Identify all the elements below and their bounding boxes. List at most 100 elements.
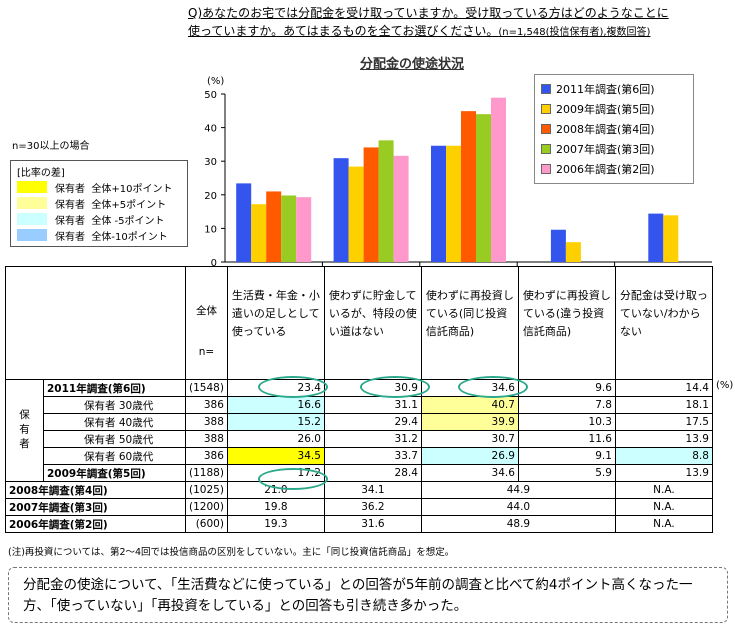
y-tick-label: 20 — [204, 191, 217, 202]
cell: 16.6 — [226, 396, 325, 414]
cell: 14.4 — [614, 379, 713, 397]
bar — [648, 213, 664, 262]
data-table: 全体 n= 生活費・年金・小遣いの足しとして使っている 使わずに貯金しているが、特… — [5, 266, 713, 533]
bar — [393, 155, 409, 262]
row-label: 2009年調査(第5回) — [43, 464, 186, 482]
bar — [378, 140, 394, 262]
diff-swatch-plus5 — [17, 197, 47, 209]
bar — [565, 242, 581, 262]
bar — [266, 191, 282, 262]
cell: 7.8 — [517, 396, 616, 414]
row-n: 388 — [185, 430, 228, 448]
legend-swatch-2006 — [541, 164, 551, 174]
col-header: 使わずに再投資している(同じ投資信託商品) — [420, 266, 519, 380]
diff-desc: 全体 -5ポイント — [91, 215, 165, 227]
diff-label: 保有者 — [55, 215, 85, 227]
diff-desc: 全体+5ポイント — [91, 199, 167, 211]
header-total-label: 全体 — [195, 305, 217, 317]
diff-legend-title: [比率の差] — [17, 168, 65, 179]
diff-legend: [比率の差] 保有者 全体+10ポイント 保有者 全体+5ポイント 保有者 全体… — [10, 160, 188, 247]
legend-item-2008: 2008年調査(第4回) — [541, 119, 687, 139]
highlight-ellipse — [258, 376, 328, 398]
cell: 31.2 — [323, 430, 422, 448]
diff-note: n=30以上の場合 — [12, 141, 90, 152]
y-axis-label: (%) — [207, 76, 224, 87]
cell: 9.6 — [517, 379, 616, 397]
diff-item: 保有者 全体-10ポイント — [17, 227, 181, 243]
legend-swatch-2011 — [541, 84, 551, 94]
legend-swatch-2008 — [541, 124, 551, 134]
highlight-ellipse — [360, 376, 430, 398]
legend-item-2006: 2006年調査(第2回) — [541, 159, 687, 179]
table-corner — [5, 266, 186, 380]
cell: 31.1 — [323, 396, 422, 414]
bar — [663, 215, 679, 262]
cell: N.A. — [614, 481, 713, 499]
table-row: 保有者 40歳代 388 15.2 29.4 39.9 10.3 17.5 — [6, 413, 713, 431]
col-header: 分配金は受け取っていない/わからない — [614, 266, 713, 380]
cell: 26.9 — [420, 447, 519, 465]
cell: 34.5 — [226, 447, 325, 465]
cell: 39.9 — [420, 413, 519, 431]
bar — [348, 166, 364, 262]
legend-label-2011: 2011年調査(第6回) — [556, 83, 655, 96]
diff-label: 保有者 — [55, 199, 85, 211]
table-row: 2007年調査(第3回) (1200) 19.8 36.2 44.0 N.A. — [5, 498, 713, 516]
cell: 36.2 — [323, 498, 422, 516]
legend-label-2006: 2006年調査(第2回) — [556, 163, 655, 176]
cell: 29.4 — [323, 413, 422, 431]
row-n: (1025) — [185, 481, 228, 499]
row-n: (1548) — [185, 379, 228, 397]
y-tick-label: 40 — [204, 124, 217, 135]
header-n: n= — [198, 346, 215, 358]
table-unit: (%) — [716, 380, 734, 391]
table-row: 保有者 2011年調査(第6回) (1548) 23.4 30.9 34.6 9… — [5, 379, 713, 482]
table-row: 保有者 30歳代 386 16.6 31.1 40.7 7.8 18.1 — [6, 396, 713, 414]
cell: 10.3 — [517, 413, 616, 431]
col-header: 生活費・年金・小遣いの足しとして使っている — [226, 266, 325, 380]
cell: 48.9 — [420, 515, 616, 533]
col-header: 使わずに再投資している(違う投資信託商品) — [517, 266, 616, 380]
bar — [446, 145, 461, 262]
cell: N.A. — [614, 498, 713, 516]
bar — [461, 111, 476, 262]
cell: 40.7 — [420, 396, 519, 414]
y-tick-label: 10 — [204, 224, 217, 235]
cell: 13.9 — [614, 430, 713, 448]
question-note: (n=1,548(投信保有者),複数回答) — [498, 27, 651, 38]
legend-swatch-2009 — [541, 104, 551, 114]
table-row: 保有者 60歳代 386 34.5 33.7 26.9 9.1 8.8 — [6, 447, 713, 465]
diff-desc: 全体+10ポイント — [91, 183, 173, 195]
diff-swatch-minus10 — [17, 229, 47, 241]
cell: 15.2 — [226, 413, 325, 431]
summary-box: 分配金の使途について、「生活費などに使っている」との回答が5年前の調査と比べて約… — [8, 567, 728, 623]
table-row: 2009年調査(第5回) (1188) 17.2 28.4 34.6 5.9 1… — [6, 464, 713, 482]
cell: 34.6 — [420, 464, 519, 482]
group-label: 保有者 — [5, 379, 44, 482]
cell: 18.1 — [614, 396, 713, 414]
diff-item: 保有者 全体+5ポイント — [17, 195, 181, 211]
row-label: 保有者 50歳代 — [43, 430, 186, 448]
table-header-row: 全体 n= 生活費・年金・小遣いの足しとして使っている 使わずに貯金しているが、特… — [5, 266, 713, 380]
question-text: Q)あなたのお宅では分配金を受け取っていますか。受け取っている方はどのようなこと… — [188, 4, 728, 42]
row-n: 386 — [185, 447, 228, 465]
cell: 33.7 — [323, 447, 422, 465]
chart-legend: 2011年調査(第6回) 2009年調査(第5回) 2008年調査(第4回) 2… — [534, 74, 694, 184]
bar — [236, 183, 252, 262]
bar — [363, 147, 379, 262]
row-label: 保有者 30歳代 — [43, 396, 186, 414]
row-label: 2007年調査(第3回) — [5, 498, 186, 516]
legend-label-2009: 2009年調査(第5回) — [556, 103, 655, 116]
row-label: 2008年調査(第4回) — [5, 481, 186, 499]
cell: N.A. — [614, 515, 713, 533]
bar — [281, 195, 297, 262]
row-label: 2011年調査(第6回) — [43, 379, 186, 397]
legend-label-2008: 2008年調査(第4回) — [556, 123, 655, 136]
cell: 11.6 — [517, 430, 616, 448]
bar — [491, 97, 506, 262]
cell: 26.0 — [226, 430, 325, 448]
row-n: 388 — [185, 413, 228, 431]
row-n: (1188) — [185, 464, 228, 482]
cell: 34.1 — [323, 481, 422, 499]
row-n: (600) — [185, 515, 228, 533]
